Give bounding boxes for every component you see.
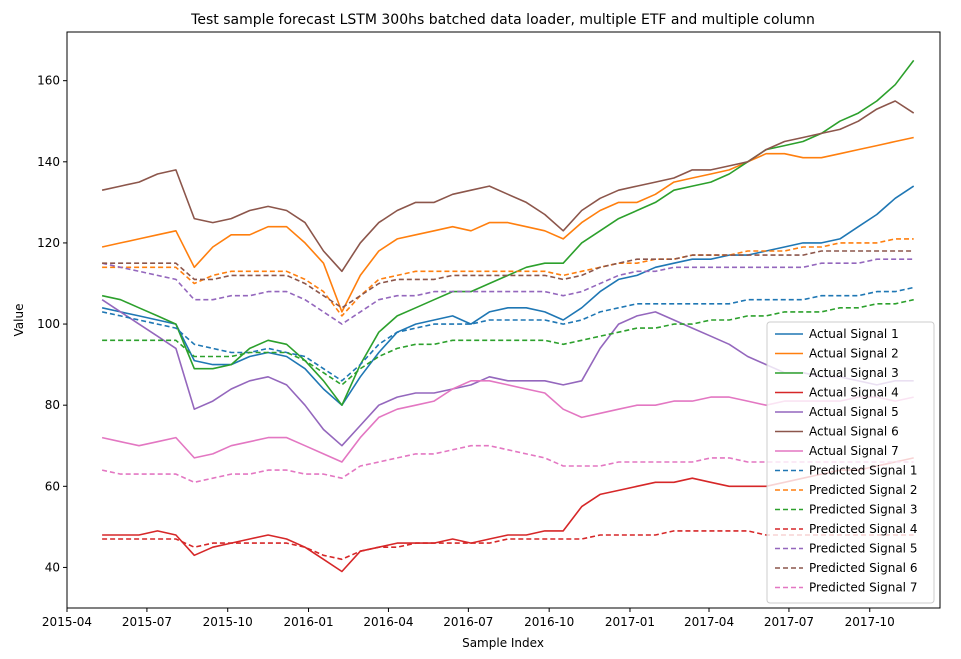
legend-label: Actual Signal 3 — [809, 366, 899, 380]
series-line-1 — [101, 185, 915, 407]
series-line-11 — [102, 530, 914, 561]
legend-label: Predicted Signal 5 — [809, 542, 917, 556]
y-tick-label: 160 — [37, 74, 60, 88]
series-line-10 — [102, 298, 914, 386]
y-tick-label: 100 — [37, 317, 60, 331]
series-line-12 — [101, 258, 914, 325]
x-tick-label: 2015-04 — [42, 615, 92, 629]
y-tick-label: 80 — [45, 398, 60, 412]
plot-area — [101, 59, 915, 573]
y-tick-label: 60 — [45, 479, 60, 493]
x-tick-label: 2015-07 — [122, 615, 172, 629]
legend-label: Actual Signal 7 — [809, 444, 899, 458]
legend-label: Actual Signal 6 — [809, 425, 899, 439]
y-axis-label: Value — [12, 304, 26, 337]
legend: Actual Signal 1 Actual Signal 2 Actual Sig… — [766, 321, 935, 604]
x-tick-label: 2017-01 — [605, 615, 655, 629]
x-axis-label: Sample Index — [462, 636, 544, 650]
x-tick-label: 2017-04 — [684, 615, 734, 629]
series-line-2 — [101, 136, 914, 313]
legend-label: Actual Signal 1 — [809, 327, 899, 341]
series-line-6 — [101, 100, 915, 273]
legend-label: Predicted Signal 3 — [809, 503, 917, 517]
x-tick-label: 2015-10 — [203, 615, 253, 629]
x-tick-label: 2016-10 — [524, 615, 574, 629]
series-line-9 — [102, 238, 914, 317]
legend-box — [766, 321, 935, 604]
legend-label: Predicted Signal 2 — [809, 483, 917, 497]
legend-label: Predicted Signal 1 — [809, 464, 917, 478]
legend-label: Predicted Signal 7 — [809, 581, 917, 595]
x-tick-label: 2016-01 — [283, 615, 333, 629]
y-tick-label: 40 — [45, 560, 60, 574]
x-axis: 2015-04 2015-07 2015-10 2016-01 2016-04 2016-… — [42, 608, 895, 629]
legend-label: Actual Signal 2 — [809, 347, 899, 361]
series-line-3 — [101, 59, 915, 407]
legend-label: Actual Signal 5 — [809, 405, 899, 419]
chart-title: Test sample forecast LSTM 300hs batched … — [190, 12, 815, 28]
y-axis: 40 60 80 100 120 140 160 — [37, 74, 67, 574]
y-tick-label: 140 — [37, 155, 60, 169]
x-tick-label: 2017-10 — [845, 615, 895, 629]
legend-label: Predicted Signal 4 — [809, 522, 917, 536]
x-tick-label: 2016-07 — [443, 615, 493, 629]
y-tick-label: 120 — [37, 236, 60, 250]
series-line-8 — [101, 286, 914, 382]
x-tick-label: 2016-04 — [363, 615, 413, 629]
legend-label: Actual Signal 4 — [809, 386, 899, 400]
plot-frame — [66, 31, 941, 609]
x-tick-label: 2017-07 — [764, 615, 814, 629]
legend-label: Predicted Signal 6 — [809, 561, 917, 575]
